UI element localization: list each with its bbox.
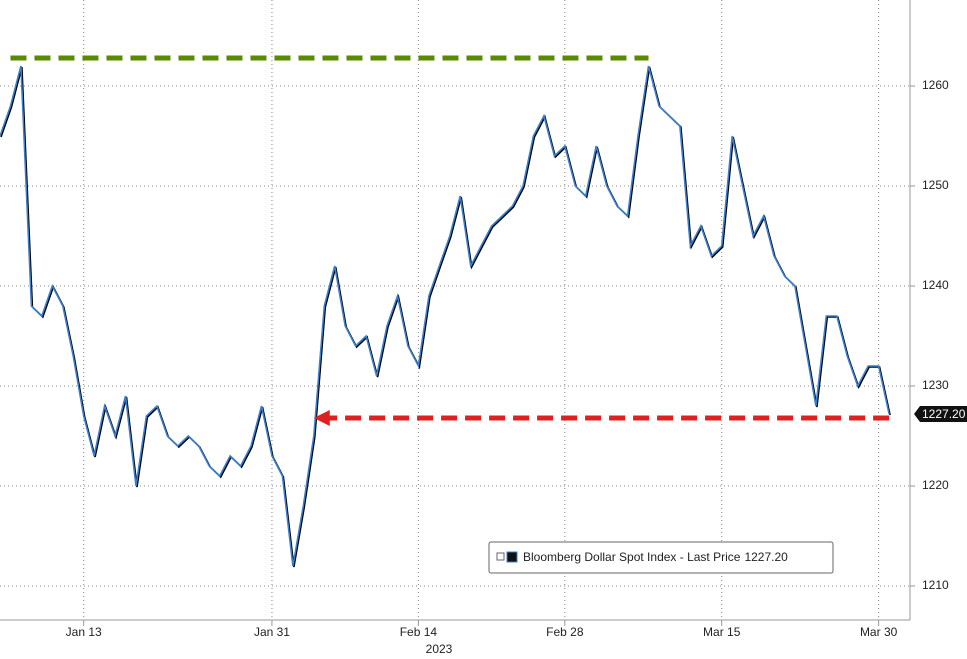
annotation-arrowhead [313,410,330,426]
last-price-tag [914,406,967,422]
x-tick-label: Mar 30 [860,625,898,639]
legend-expander [496,552,505,561]
legend-series-name: Bloomberg Dollar Spot Index - Last Price [523,550,741,564]
x-tick-label: Feb 28 [546,625,584,639]
y-tick-label: 1250 [922,178,949,192]
y-tick-label: 1210 [922,578,949,592]
y-tick-label: 1240 [922,278,949,292]
legend-box [488,541,834,574]
y-tick-label: 1230 [922,378,949,392]
x-tick-label: Jan 13 [66,625,102,639]
legend: Bloomberg Dollar Spot Index - Last Price… [488,541,834,574]
legend-swatch [506,551,518,563]
last-price-label: 1227.20 [922,407,966,421]
legend-last-value: 1227.20 [744,550,788,564]
x-tick-label: Jan 31 [254,625,290,639]
x-tick-label: Mar 15 [703,625,741,639]
x-axis-label: 2023 [426,642,453,656]
series-line [0,65,890,567]
y-tick-label: 1260 [922,78,949,92]
x-tick-label: Feb 14 [400,625,438,639]
y-tick-label: 1220 [922,478,949,492]
legend-label: Bloomberg Dollar Spot Index - Last Price… [523,550,788,564]
